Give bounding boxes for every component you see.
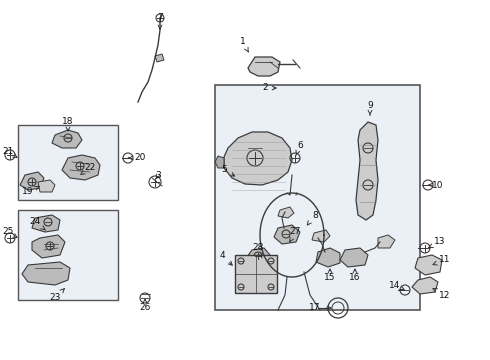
Polygon shape [32,215,60,232]
Text: 1: 1 [240,37,248,52]
Text: 20: 20 [128,153,146,162]
Polygon shape [215,156,224,168]
Text: 17: 17 [309,303,331,312]
Text: 2: 2 [262,84,276,93]
Text: 21: 21 [2,148,17,157]
Polygon shape [38,180,55,192]
Text: 5: 5 [221,166,235,176]
Text: 9: 9 [367,100,373,115]
Text: 23: 23 [49,289,64,302]
Polygon shape [62,155,100,180]
Bar [18,210,118,300]
Polygon shape [278,207,294,218]
Text: 28: 28 [252,243,264,258]
Text: 13: 13 [429,238,446,248]
Polygon shape [412,277,438,294]
Text: 22: 22 [81,163,96,174]
Polygon shape [246,248,270,265]
Text: 26: 26 [139,299,151,312]
Text: 27: 27 [289,228,301,242]
Polygon shape [52,130,82,148]
Polygon shape [248,57,280,76]
Bar [235,255,277,293]
Polygon shape [316,248,340,267]
Polygon shape [356,122,378,220]
Text: 8: 8 [307,211,318,225]
Text: 11: 11 [433,256,451,265]
Text: 16: 16 [349,269,361,283]
Polygon shape [32,235,65,258]
Text: 19: 19 [22,186,39,197]
Polygon shape [340,248,368,267]
Bar [215,85,420,310]
Text: 12: 12 [433,288,451,300]
Polygon shape [274,225,300,244]
Polygon shape [224,132,292,185]
Text: 24: 24 [29,217,46,230]
Text: 3: 3 [155,171,161,180]
Text: 15: 15 [324,269,336,283]
Text: 7: 7 [157,13,163,29]
Bar [18,125,118,200]
Text: 25: 25 [2,228,17,238]
Text: 4: 4 [219,251,232,265]
Polygon shape [378,235,395,248]
Text: 14: 14 [390,280,404,289]
Text: 10: 10 [429,180,444,189]
Polygon shape [312,230,330,242]
Polygon shape [20,172,44,190]
Text: 18: 18 [62,117,74,131]
Polygon shape [415,255,442,275]
Polygon shape [22,262,70,285]
Polygon shape [155,54,164,62]
Text: 6: 6 [296,140,303,155]
